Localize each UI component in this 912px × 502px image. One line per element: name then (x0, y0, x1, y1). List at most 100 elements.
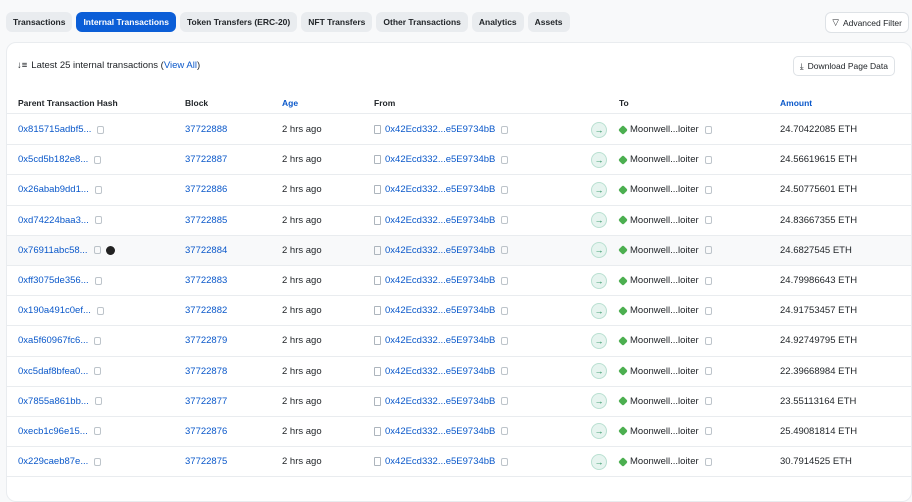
to-address[interactable]: Moonwell...loiter (630, 154, 699, 166)
copy-icon[interactable] (97, 125, 105, 134)
tx-hash-link[interactable]: 0xd74224baa3... (18, 214, 89, 226)
copy-icon[interactable] (94, 336, 102, 345)
col-amount[interactable]: Amount (780, 97, 813, 108)
copy-icon[interactable] (94, 367, 102, 376)
to-address[interactable]: Moonwell...loiter (630, 184, 699, 196)
block-link[interactable]: 37722883 (185, 275, 228, 287)
copy-icon[interactable] (501, 155, 509, 164)
block-link[interactable]: 37722884 (185, 244, 228, 256)
moonwell-logo-icon (618, 185, 628, 195)
amount: 24.70422085 ETH (780, 124, 858, 136)
contract-icon (374, 457, 381, 467)
tx-hash-link[interactable]: 0xff3075de356... (18, 275, 89, 287)
to-address[interactable]: Moonwell...loiter (630, 395, 699, 407)
from-address-link[interactable]: 0x42Ecd332...e5E9734bB (385, 335, 496, 347)
copy-icon[interactable] (94, 216, 102, 225)
to-address[interactable]: Moonwell...loiter (630, 244, 699, 256)
copy-icon[interactable] (501, 276, 509, 285)
copy-icon[interactable] (704, 125, 712, 134)
to-address[interactable]: Moonwell...loiter (630, 456, 699, 468)
tab-other-transactions[interactable]: Other Transactions (376, 12, 468, 32)
copy-icon[interactable] (704, 306, 712, 315)
copy-icon[interactable] (704, 367, 712, 376)
copy-icon[interactable] (704, 155, 712, 164)
copy-icon[interactable] (501, 306, 509, 315)
tx-hash-link[interactable]: 0xa5f60967fc6... (18, 335, 89, 347)
copy-icon[interactable] (93, 427, 101, 436)
block-link[interactable]: 37722879 (185, 335, 228, 347)
tx-hash-link[interactable]: 0x229caeb87e... (18, 456, 89, 468)
tx-hash-link[interactable]: 0xecb1c96e15... (18, 425, 88, 437)
from-address-link[interactable]: 0x42Ecd332...e5E9734bB (385, 214, 496, 226)
copy-icon[interactable] (704, 457, 712, 466)
to-address[interactable]: Moonwell...loiter (630, 365, 699, 377)
copy-icon[interactable] (94, 155, 102, 164)
moonwell-logo-icon (618, 245, 628, 256)
tab-internal-transactions[interactable]: Internal Transactions (76, 12, 176, 32)
copy-icon[interactable] (704, 246, 712, 255)
from-address-link[interactable]: 0x42Ecd332...e5E9734bB (385, 456, 496, 468)
copy-icon[interactable] (704, 185, 712, 194)
copy-icon[interactable] (501, 185, 509, 194)
block-link[interactable]: 37722878 (185, 365, 228, 377)
copy-icon[interactable] (704, 397, 712, 406)
tab-token-transfers-erc-20[interactable]: Token Transfers (ERC-20) (179, 12, 298, 32)
copy-icon[interactable] (94, 185, 102, 194)
copy-icon[interactable] (96, 306, 104, 315)
copy-icon[interactable] (501, 457, 509, 466)
from-address-link[interactable]: 0x42Ecd332...e5E9734bB (385, 124, 496, 136)
tx-hash-link[interactable]: 0x815715adbf5... (18, 124, 92, 136)
view-all-link[interactable]: View All (163, 60, 197, 71)
to-address[interactable]: Moonwell...loiter (630, 305, 699, 317)
copy-icon[interactable] (704, 276, 712, 285)
block-link[interactable]: 37722888 (185, 124, 228, 136)
from-address-link[interactable]: 0x42Ecd332...e5E9734bB (385, 425, 496, 437)
download-page-data-button[interactable]: ⤓ Download Page Data (792, 56, 895, 76)
copy-icon[interactable] (501, 336, 509, 345)
block-link[interactable]: 37722886 (185, 184, 228, 196)
tx-hash-link[interactable]: 0xc5daf8bfea0... (18, 365, 89, 377)
copy-icon[interactable] (93, 246, 101, 255)
tx-hash-link[interactable]: 0x26abab9dd1... (18, 184, 89, 196)
from-address-link[interactable]: 0x42Ecd332...e5E9734bB (385, 184, 496, 196)
to-address[interactable]: Moonwell...loiter (630, 124, 699, 136)
copy-icon[interactable] (94, 397, 102, 406)
copy-icon[interactable] (704, 216, 712, 225)
tab-nft-transfers[interactable]: NFT Transfers (301, 12, 373, 32)
to-address[interactable]: Moonwell...loiter (630, 335, 699, 347)
to-address[interactable]: Moonwell...loiter (630, 214, 699, 226)
copy-icon[interactable] (704, 427, 712, 436)
copy-icon[interactable] (501, 427, 509, 436)
from-address-link[interactable]: 0x42Ecd332...e5E9734bB (385, 365, 496, 377)
from-address-link[interactable]: 0x42Ecd332...e5E9734bB (385, 154, 496, 166)
from-address-link[interactable]: 0x42Ecd332...e5E9734bB (385, 395, 496, 407)
copy-icon[interactable] (94, 276, 102, 285)
tab-analytics[interactable]: Analytics (471, 12, 524, 32)
copy-icon[interactable] (501, 246, 509, 255)
copy-icon[interactable] (501, 367, 509, 376)
block-link[interactable]: 37722882 (185, 305, 228, 317)
to-address[interactable]: Moonwell...loiter (630, 425, 699, 437)
block-link[interactable]: 37722885 (185, 214, 228, 226)
tx-hash-link[interactable]: 0x76911abc58... (18, 244, 88, 256)
block-link[interactable]: 37722887 (185, 154, 228, 166)
from-address-link[interactable]: 0x42Ecd332...e5E9734bB (385, 305, 496, 317)
col-age[interactable]: Age (282, 97, 299, 108)
block-link[interactable]: 37722877 (185, 395, 228, 407)
copy-icon[interactable] (94, 457, 102, 466)
from-address-link[interactable]: 0x42Ecd332...e5E9734bB (385, 275, 496, 287)
tab-assets[interactable]: Assets (527, 12, 570, 32)
tx-hash-link[interactable]: 0x190a491c0ef... (18, 305, 91, 317)
to-address[interactable]: Moonwell...loiter (630, 275, 699, 287)
block-link[interactable]: 37722875 (185, 456, 228, 468)
advanced-filter-button[interactable]: ▽ Advanced Filter (825, 12, 909, 33)
tx-hash-link[interactable]: 0x5cd5b182e8... (18, 154, 89, 166)
copy-icon[interactable] (501, 216, 509, 225)
block-link[interactable]: 37722876 (185, 425, 228, 437)
copy-icon[interactable] (501, 397, 509, 406)
tx-hash-link[interactable]: 0x7855a861bb... (18, 395, 89, 407)
copy-icon[interactable] (501, 125, 509, 134)
from-address-link[interactable]: 0x42Ecd332...e5E9734bB (385, 244, 496, 256)
copy-icon[interactable] (704, 336, 712, 345)
tab-transactions[interactable]: Transactions (6, 12, 73, 32)
